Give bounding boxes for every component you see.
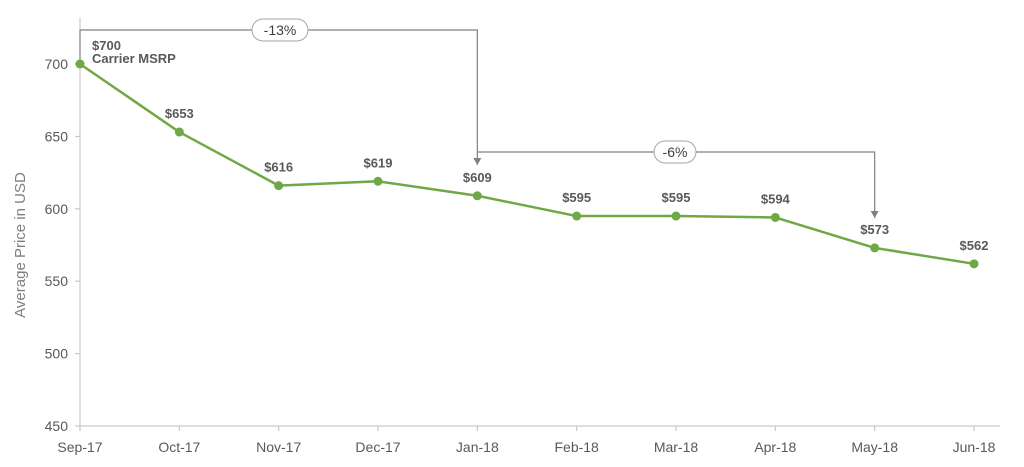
arrow-head: [473, 158, 482, 165]
arrow-head: [870, 211, 879, 218]
data-label: $609: [463, 170, 492, 185]
x-tick-label: Dec-17: [355, 439, 400, 455]
data-point: [870, 243, 880, 253]
y-tick-label: 700: [45, 56, 69, 72]
data-point: [174, 127, 184, 137]
y-axis: 450 500 550 600 650 700: [45, 18, 81, 434]
callout-label: -6%: [663, 144, 688, 160]
x-tick-label: Sep-17: [57, 439, 102, 455]
data-label: $653: [165, 106, 194, 121]
data-point: [373, 176, 383, 186]
x-tick-label: Oct-17: [158, 439, 200, 455]
data-label: $616: [264, 160, 293, 175]
change-callouts: -13% -6%: [79, 18, 879, 218]
data-labels: $700 $653 $616 $619 $609 $595 $595 $594 $573 $562…: [92, 38, 988, 253]
data-point: [770, 212, 780, 222]
x-axis: Sep-17 Oct-17 Nov-17 Dec-17 Jan-18 Feb-18 Mar-…: [57, 425, 1000, 455]
callout-label: -13%: [264, 22, 297, 38]
series-line: [79, 62, 975, 266]
data-label: $700: [92, 38, 121, 53]
data-point: [671, 211, 681, 221]
data-label: $573: [860, 222, 889, 237]
x-tick-label: Feb-18: [554, 439, 599, 455]
y-axis-title: Average Price in USD: [12, 172, 29, 318]
carrier-msrp-note: Carrier MSRP: [92, 51, 176, 66]
x-tick-label: Jan-18: [456, 439, 499, 455]
data-point: [75, 59, 85, 69]
y-tick-label: 600: [45, 201, 69, 217]
data-label: $595: [562, 190, 591, 205]
data-label: $594: [761, 191, 791, 206]
data-point: [572, 211, 582, 221]
data-point: [274, 181, 284, 191]
x-tick-label: Nov-17: [256, 439, 301, 455]
x-tick-label: May-18: [851, 439, 898, 455]
callout-pill: [653, 140, 697, 164]
data-point: [969, 259, 979, 269]
data-label: $595: [662, 190, 691, 205]
y-tick-label: 650: [45, 128, 69, 144]
y-tick-label: 500: [45, 346, 69, 362]
data-label: $562: [960, 238, 989, 253]
data-point: [472, 191, 482, 201]
price-series: [75, 59, 979, 269]
bracket-line: [477, 151, 876, 218]
y-tick-label: 550: [45, 273, 69, 289]
data-label: $619: [364, 155, 393, 170]
x-tick-label: Apr-18: [754, 439, 796, 455]
x-tick-label: Mar-18: [654, 439, 699, 455]
y-tick-label: 450: [45, 418, 69, 434]
x-tick-label: Jun-18: [953, 439, 996, 455]
callout-pill: [251, 18, 309, 42]
